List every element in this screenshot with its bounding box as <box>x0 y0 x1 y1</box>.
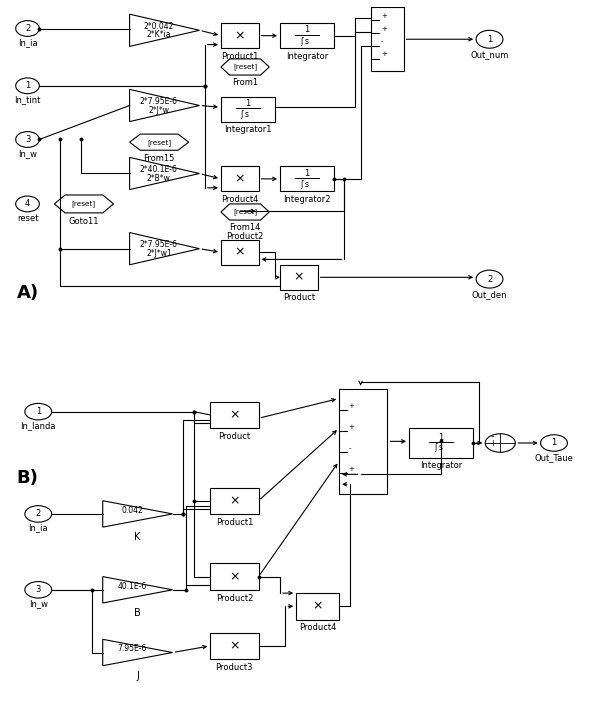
Text: 1: 1 <box>305 168 309 178</box>
Text: 2*K*ia: 2*K*ia <box>147 30 171 39</box>
Text: 1: 1 <box>36 407 41 416</box>
FancyBboxPatch shape <box>280 23 333 48</box>
Text: Out_Taue: Out_Taue <box>534 453 573 462</box>
Text: 3: 3 <box>25 135 30 144</box>
Text: +: + <box>349 466 355 472</box>
Text: 2: 2 <box>36 510 41 519</box>
FancyBboxPatch shape <box>210 633 259 659</box>
Text: [reset]: [reset] <box>72 201 96 207</box>
Text: 1: 1 <box>25 81 30 91</box>
Text: 2*0.042: 2*0.042 <box>144 22 174 31</box>
Text: ×: × <box>229 409 239 421</box>
Text: In_landa: In_landa <box>21 421 56 430</box>
Text: -: - <box>349 445 352 451</box>
Text: From1: From1 <box>232 79 258 88</box>
Text: +: + <box>381 51 387 58</box>
Text: B): B) <box>16 469 39 486</box>
FancyBboxPatch shape <box>210 487 259 514</box>
Text: In_ia: In_ia <box>17 39 37 47</box>
Text: ʃ s: ʃ s <box>434 444 443 453</box>
Text: In_w: In_w <box>29 600 48 609</box>
Text: ×: × <box>294 271 304 284</box>
FancyBboxPatch shape <box>221 23 259 48</box>
Text: ×: × <box>229 570 239 583</box>
Text: 2*J*w1: 2*J*w1 <box>146 249 172 258</box>
Text: 2: 2 <box>487 274 492 284</box>
Text: From15: From15 <box>144 154 175 163</box>
Text: J: J <box>136 670 139 681</box>
Text: -: - <box>490 431 494 441</box>
Text: 7.95E-6: 7.95E-6 <box>118 644 147 654</box>
Text: [reset]: [reset] <box>233 208 257 216</box>
Text: Product1: Product1 <box>216 517 253 526</box>
Text: Product: Product <box>283 293 315 303</box>
Text: A): A) <box>16 284 39 303</box>
FancyBboxPatch shape <box>339 389 388 494</box>
FancyBboxPatch shape <box>210 402 259 428</box>
Text: +: + <box>489 439 496 449</box>
Text: 0.042: 0.042 <box>121 506 143 515</box>
Text: 3: 3 <box>36 585 41 595</box>
Text: Product3: Product3 <box>216 663 253 672</box>
Text: Integrator: Integrator <box>286 51 328 60</box>
Text: In_w: In_w <box>18 150 37 159</box>
Text: Product4: Product4 <box>299 623 336 633</box>
Text: +: + <box>381 13 387 19</box>
Text: 2*J*w: 2*J*w <box>148 105 169 114</box>
Text: 1: 1 <box>487 34 492 44</box>
Text: Out_num: Out_num <box>470 50 509 59</box>
Text: Integrator: Integrator <box>420 461 463 470</box>
Text: [reset]: [reset] <box>233 64 257 70</box>
Text: Product2: Product2 <box>226 232 264 241</box>
Text: +: + <box>349 403 355 409</box>
Text: ×: × <box>235 173 245 185</box>
Text: 1: 1 <box>305 25 309 34</box>
Text: ʃ s: ʃ s <box>241 110 250 119</box>
Text: Goto11: Goto11 <box>69 217 99 225</box>
Text: +: + <box>349 424 355 430</box>
Text: ×: × <box>235 29 245 42</box>
Text: Product4: Product4 <box>221 195 259 204</box>
Text: 1: 1 <box>438 433 444 442</box>
Text: Out_den: Out_den <box>472 290 507 299</box>
Text: K: K <box>134 532 141 542</box>
FancyBboxPatch shape <box>221 96 274 121</box>
Text: 1: 1 <box>551 439 557 447</box>
Text: From14: From14 <box>229 223 260 232</box>
Text: [reset]: [reset] <box>147 139 171 145</box>
FancyBboxPatch shape <box>221 240 259 265</box>
Text: Integrator2: Integrator2 <box>283 194 330 204</box>
Text: B: B <box>134 608 141 618</box>
Text: Product2: Product2 <box>216 594 253 602</box>
Text: reset: reset <box>17 213 38 223</box>
Text: 2*B*w: 2*B*w <box>147 173 171 183</box>
Text: -: - <box>381 39 384 44</box>
FancyBboxPatch shape <box>221 166 259 192</box>
Text: 1: 1 <box>245 99 250 108</box>
Text: In_ia: In_ia <box>28 524 48 533</box>
Text: ×: × <box>229 640 239 652</box>
FancyBboxPatch shape <box>280 265 318 290</box>
Text: ʃ s: ʃ s <box>300 37 309 46</box>
Text: Integrator1: Integrator1 <box>224 125 271 134</box>
Text: 2*7.95E-6: 2*7.95E-6 <box>140 97 178 106</box>
Text: ×: × <box>312 600 323 613</box>
FancyBboxPatch shape <box>371 7 403 72</box>
Text: ×: × <box>229 494 239 508</box>
Text: Product1: Product1 <box>221 52 259 61</box>
Text: 2*40.1E-6: 2*40.1E-6 <box>140 165 178 174</box>
FancyBboxPatch shape <box>280 166 333 192</box>
Text: ʃ s: ʃ s <box>300 180 309 189</box>
FancyBboxPatch shape <box>296 593 339 619</box>
Text: ×: × <box>235 246 245 259</box>
Text: +: + <box>381 26 387 32</box>
Text: 2*7.95E-6: 2*7.95E-6 <box>140 240 178 249</box>
Text: 4: 4 <box>25 199 30 208</box>
FancyBboxPatch shape <box>409 428 473 458</box>
FancyBboxPatch shape <box>210 564 259 590</box>
Text: 40.1E-6: 40.1E-6 <box>118 582 147 590</box>
Text: Product: Product <box>218 432 250 441</box>
Text: In_tint: In_tint <box>14 95 41 105</box>
Text: 2: 2 <box>25 24 30 33</box>
